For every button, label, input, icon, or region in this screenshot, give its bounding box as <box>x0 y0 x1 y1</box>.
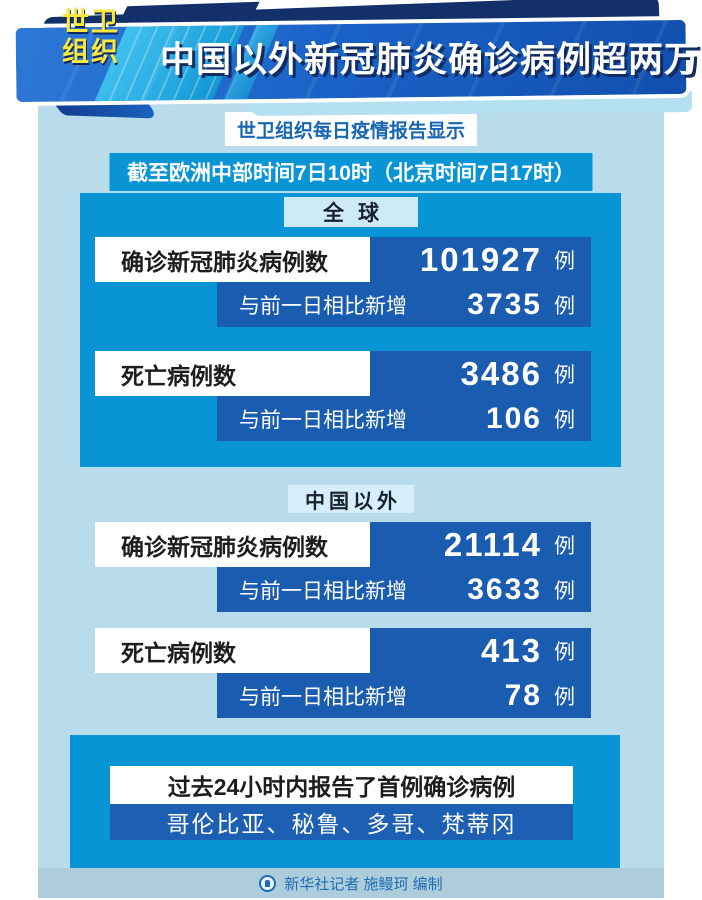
report-source-text: 世卫组织每日疫情报告显示 <box>236 120 466 142</box>
report-time-text: 截至欧洲中部时间7日10时（北京时间7日17时） <box>126 162 576 185</box>
first-cases-countries: 哥伦比亚、秘鲁、多哥、梵蒂冈 <box>110 804 573 840</box>
delta-unit: 例 <box>554 579 575 603</box>
delta-label: 与前一日相比新增 <box>239 294 407 318</box>
section-label-outside-china: 中国以外 <box>288 485 414 513</box>
report-panel: 世卫组织每日疫情报告显示 截至欧洲中部时间7日10时（北京时间7日17时） 全球… <box>38 100 664 898</box>
who-badge-line2: 组织 <box>62 37 120 68</box>
value-unit: 例 <box>554 640 575 664</box>
metric-value-global-deaths: 3486 例 <box>370 351 591 396</box>
metric-delta-global-deaths: 与前一日相比新增 106 例 <box>217 396 591 441</box>
main-title: 中国以外新冠肺炎确诊病例超两万例 <box>160 40 702 80</box>
footer-credit-strip: 新华社记者 施鳗珂 编制 <box>38 868 664 898</box>
value-unit: 例 <box>554 534 575 558</box>
credit-text: 新华社记者 施鳗珂 编制 <box>284 875 443 893</box>
delta-label: 与前一日相比新增 <box>239 408 407 432</box>
delta-label: 与前一日相比新增 <box>239 685 407 709</box>
report-time-bar: 截至欧洲中部时间7日10时（北京时间7日17时） <box>109 153 593 191</box>
delta-number: 3633 <box>467 572 542 606</box>
delta-unit: 例 <box>554 685 575 709</box>
delta-unit: 例 <box>554 408 575 432</box>
value-number: 413 <box>480 631 542 669</box>
metric-label-global-confirmed: 确诊新冠肺炎病例数 <box>95 237 370 282</box>
metric-delta-outside-deaths: 与前一日相比新增 78 例 <box>217 673 591 718</box>
delta-number: 106 <box>485 401 542 435</box>
report-source-box: 世卫组织每日疫情报告显示 <box>224 112 478 146</box>
metric-value-outside-deaths: 413 例 <box>370 628 591 673</box>
section-label-global: 全球 <box>284 197 418 227</box>
who-badge: 世卫 组织 <box>62 7 120 67</box>
value-number: 21114 <box>443 525 542 563</box>
value-unit: 例 <box>554 363 575 387</box>
xinhua-emblem-icon <box>259 874 277 892</box>
metric-label-outside-confirmed: 确诊新冠肺炎病例数 <box>95 522 370 567</box>
delta-number: 78 <box>504 678 542 712</box>
delta-unit: 例 <box>554 294 575 318</box>
value-number: 101927 <box>419 240 542 278</box>
delta-label: 与前一日相比新增 <box>239 579 407 603</box>
first-cases-title: 过去24小时内报告了首例确诊病例 <box>110 766 573 804</box>
metric-value-outside-confirmed: 21114 例 <box>370 522 591 567</box>
value-unit: 例 <box>554 249 575 273</box>
value-number: 3486 <box>460 354 542 392</box>
metric-label-global-deaths: 死亡病例数 <box>95 351 370 396</box>
metric-delta-outside-confirmed: 与前一日相比新增 3633 例 <box>217 567 591 612</box>
metric-delta-global-confirmed: 与前一日相比新增 3735 例 <box>217 282 591 327</box>
who-badge-line1: 世卫 <box>62 7 120 37</box>
metric-label-outside-deaths: 死亡病例数 <box>95 628 370 673</box>
metric-value-global-confirmed: 101927 例 <box>370 237 591 282</box>
delta-number: 3735 <box>467 287 542 321</box>
